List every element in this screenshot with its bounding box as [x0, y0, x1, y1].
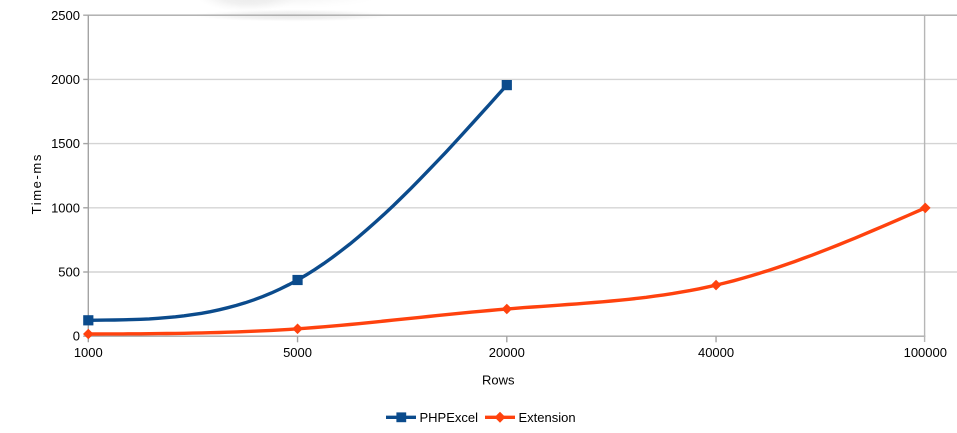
svg-text:5000: 5000	[283, 345, 312, 360]
svg-text:1500: 1500	[51, 136, 80, 151]
svg-text:1000: 1000	[51, 200, 80, 215]
svg-text:Extension: Extension	[519, 410, 576, 425]
svg-text:2000: 2000	[51, 72, 80, 87]
svg-text:500: 500	[58, 264, 80, 279]
svg-text:2500: 2500	[51, 8, 80, 23]
svg-text:0: 0	[73, 329, 80, 344]
svg-text:20000: 20000	[489, 345, 525, 360]
svg-text:PHPExcel: PHPExcel	[420, 410, 479, 425]
svg-text:40000: 40000	[698, 345, 734, 360]
svg-text:1000: 1000	[74, 345, 103, 360]
svg-text:Time-ms: Time-ms	[29, 153, 44, 214]
svg-text:100000: 100000	[904, 345, 947, 360]
svg-text:Rows: Rows	[482, 372, 515, 387]
